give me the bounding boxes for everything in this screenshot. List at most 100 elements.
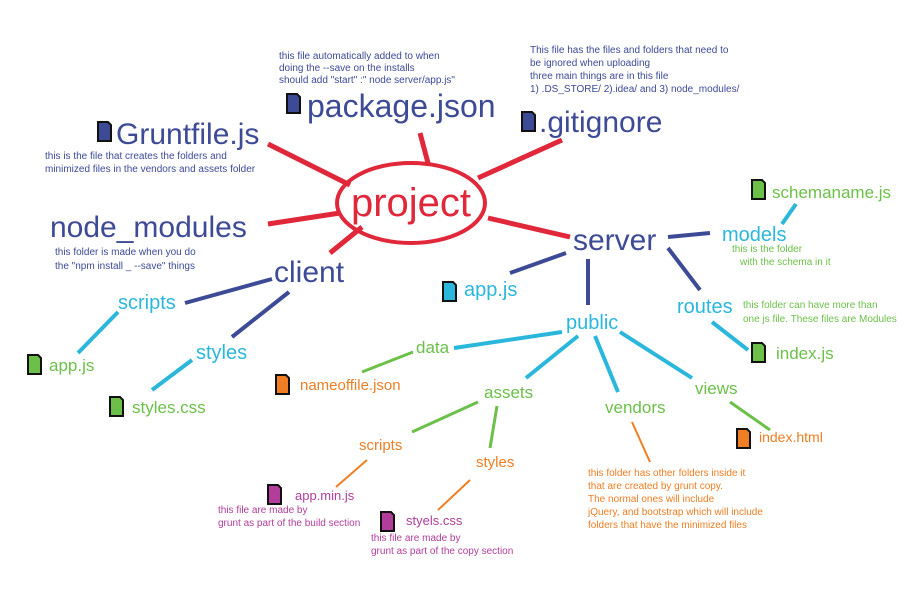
connector-styles-styels (437, 479, 471, 511)
note-line: be ignored when uploading (530, 58, 650, 69)
schemaname-node: schemaname.js (751, 179, 891, 202)
client-appjs-node: app.js (27, 354, 94, 375)
connector-project-node-modules (267, 210, 341, 227)
connector-server-models (667, 231, 711, 239)
schemaname-label: schemaname.js (772, 183, 891, 202)
file-icon (380, 511, 395, 532)
package-note: this file automatically added to when do… (279, 51, 455, 86)
app-min-label: app.min.js (295, 488, 355, 503)
file-icon (97, 121, 112, 142)
server-label: server (573, 224, 656, 257)
styels-node: styels.css (380, 511, 463, 532)
assets-scripts-label: scripts (359, 437, 402, 454)
connector-public-views (618, 330, 694, 380)
gruntfile-node: Gruntfile.js (97, 118, 259, 151)
file-icon (751, 342, 766, 363)
note-line: folders that have the minimized files (588, 520, 747, 531)
note-line: with the schema in it (739, 257, 831, 268)
connectors (76, 132, 798, 511)
node-modules-label: node_modules (50, 211, 247, 244)
note-line: grunt as part of the build section (218, 518, 360, 529)
gitignore-note: This file has the files and folders that… (530, 45, 740, 95)
connector-models-schema (780, 202, 798, 226)
connector-scripts-appjs (76, 310, 120, 355)
styles-css-label: styles.css (132, 398, 206, 417)
connector-server-routes (666, 246, 702, 292)
connector-project-gruntfile (266, 141, 352, 188)
connector-client-styles (230, 290, 291, 339)
index-js-node: index.js (751, 342, 834, 363)
nameoffile-label: nameoffile.json (300, 377, 401, 394)
note-line: minimized files in the vendors and asset… (45, 164, 256, 175)
note-line: doing the --save on the installs (279, 63, 415, 74)
note-line: this file are made by (371, 533, 461, 544)
note-line: one js file. These files are Modules (743, 314, 897, 325)
connector-project-server (487, 215, 571, 240)
project-label: project (351, 181, 471, 225)
node-modules-note: this folder is made when you do the "npm… (55, 247, 196, 272)
file-icon (442, 281, 457, 302)
client-appjs-label: app.js (49, 356, 94, 375)
note-line: the "npm install _ --save" things (55, 261, 195, 272)
connector-data-nameoffile (361, 350, 414, 374)
client-label: client (274, 256, 345, 289)
connector-vendors-note (631, 421, 651, 463)
vendors-label: vendors (605, 398, 665, 417)
nameoffile-node: nameoffile.json (275, 374, 401, 395)
models-label: models (722, 224, 786, 246)
connector-styles-css (150, 358, 194, 392)
note-line: 1) .DS_STORE/ 2).idea/ and 3) node_modul… (530, 84, 740, 95)
client-styles-label: styles (196, 342, 247, 364)
views-label: views (695, 379, 738, 398)
routes-label: routes (677, 296, 733, 318)
connector-routes-indexjs (710, 320, 750, 352)
gitignore-label: .gitignore (539, 106, 662, 139)
assets-label: assets (484, 383, 533, 402)
client-scripts-label: scripts (118, 292, 176, 314)
connector-client-scripts (184, 277, 273, 305)
note-line: this folder has other folders inside it (588, 468, 746, 479)
gruntfile-note: this is the file that creates the folder… (45, 151, 256, 175)
styles-css-node: styles.css (109, 396, 206, 417)
models-note: this is the folder with the schema in it (732, 244, 831, 268)
note-line: should add "start" :" node server/app.js… (279, 75, 455, 86)
file-icon (286, 93, 301, 114)
assets-styles-label: styles (476, 454, 514, 471)
styels-note: this file are made by grunt as part of t… (371, 533, 513, 557)
note-line: this file automatically added to when (279, 51, 440, 62)
server-appjs-label: app.js (464, 279, 517, 301)
app-min-node: app.min.js (267, 484, 355, 505)
public-label: public (566, 312, 618, 334)
vendors-note: this folder has other folders inside it … (587, 468, 763, 531)
connector-assets-styles (488, 405, 499, 449)
note-line: this file are made by (218, 505, 308, 516)
note-line: The normal ones will include (588, 494, 715, 505)
index-html-label: index.html (759, 429, 823, 445)
project-ellipse (335, 161, 487, 245)
server-appjs-node: app.js (442, 279, 517, 302)
note-line: that are created by grunt copy. (588, 481, 723, 492)
connector-public-vendors (593, 335, 620, 393)
connector-project-gitignore (476, 137, 564, 181)
file-icon (275, 374, 290, 395)
note-line: grunt as part of the copy section (371, 546, 513, 557)
note-line: this is the file that creates the folder… (45, 151, 227, 162)
gitignore-node: .gitignore (521, 106, 662, 139)
connector-server-appjs (509, 251, 567, 275)
index-js-label: index.js (776, 344, 834, 363)
file-icon (521, 111, 536, 132)
gruntfile-label: Gruntfile.js (116, 118, 259, 151)
package-json-node: package.json (286, 88, 496, 124)
file-icon (751, 179, 766, 200)
file-icon (736, 428, 751, 449)
routes-note: this folder can have more than one js fi… (743, 300, 897, 325)
note-line: this folder is made when you do (55, 247, 196, 258)
styels-label: styels.css (406, 513, 463, 528)
connector-public-assets (524, 334, 580, 380)
package-json-label: package.json (307, 88, 496, 124)
file-icon (109, 396, 124, 417)
connector-project-package (417, 132, 431, 164)
project-node: project (335, 161, 487, 245)
